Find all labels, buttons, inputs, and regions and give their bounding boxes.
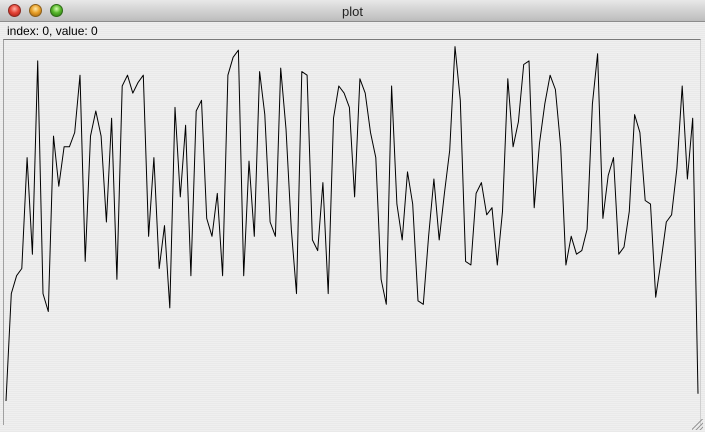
series-line xyxy=(5,46,699,402)
minimize-icon[interactable] xyxy=(29,4,42,17)
close-icon[interactable] xyxy=(8,4,21,17)
plot-area[interactable] xyxy=(3,39,701,425)
status-readout: index: 0, value: 0 xyxy=(7,24,98,38)
line-chart[interactable] xyxy=(4,40,700,425)
title-bar[interactable]: plot xyxy=(0,0,705,22)
zoom-icon[interactable] xyxy=(50,4,63,17)
resize-grip-icon[interactable] xyxy=(692,419,703,430)
window-title: plot xyxy=(342,4,363,19)
